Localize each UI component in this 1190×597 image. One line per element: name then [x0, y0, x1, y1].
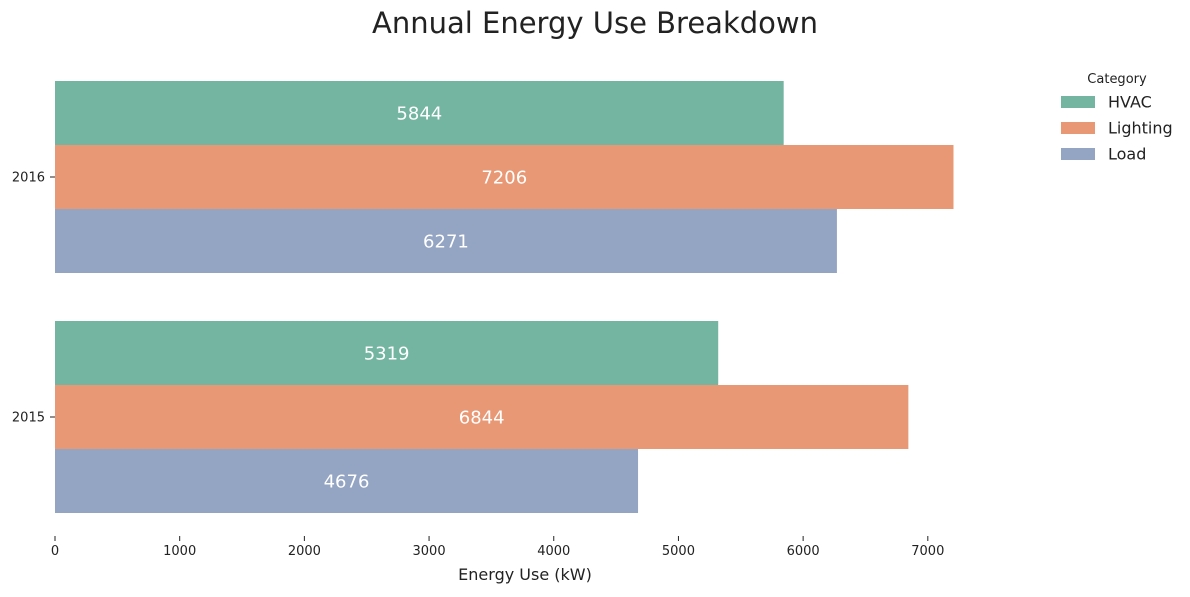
legend-swatch-lighting — [1061, 122, 1095, 134]
x-tick-label-5000: 5000 — [662, 544, 695, 559]
x-tick-label-1000: 1000 — [163, 544, 196, 559]
bar-hvac-2016 — [55, 81, 784, 145]
legend-label-load: Load — [1108, 145, 1146, 164]
y-axis: 2016 2015 — [12, 171, 55, 426]
value-label-lighting-2015: 6844 — [459, 408, 505, 429]
value-label-hvac-2015: 5319 — [364, 344, 410, 365]
x-tick-label-3000: 3000 — [413, 544, 446, 559]
legend: Category HVAC Lighting Load — [1061, 72, 1173, 164]
x-tick-label-2000: 2000 — [288, 544, 321, 559]
x-axis-label: Energy Use (kW) — [458, 565, 592, 584]
value-labels-layer: 5844 7206 6271 5319 6844 4676 — [324, 104, 528, 493]
bars-layer — [55, 81, 954, 513]
value-label-load-2015: 4676 — [324, 472, 370, 493]
bar-lighting-2015 — [55, 385, 909, 449]
legend-label-hvac: HVAC — [1108, 93, 1152, 112]
value-label-load-2016: 6271 — [423, 232, 469, 253]
bar-load-2016 — [55, 209, 837, 273]
x-tick-label-4000: 4000 — [537, 544, 570, 559]
bar-load-2015 — [55, 449, 639, 513]
x-tick-label-7000: 7000 — [911, 544, 944, 559]
y-tick-label-2016: 2016 — [12, 171, 45, 186]
legend-swatch-load — [1061, 148, 1095, 160]
x-tick-label-6000: 6000 — [787, 544, 820, 559]
chart-title: Annual Energy Use Breakdown — [372, 6, 818, 40]
legend-label-lighting: Lighting — [1108, 119, 1173, 138]
x-axis: 0 1000 2000 3000 4000 5000 6000 7000 — [51, 536, 944, 559]
value-label-lighting-2016: 7206 — [481, 168, 527, 189]
bar-hvac-2015 — [55, 321, 719, 385]
y-tick-label-2015: 2015 — [12, 411, 45, 426]
value-label-hvac-2016: 5844 — [396, 104, 442, 125]
bar-lighting-2016 — [55, 145, 954, 209]
legend-title: Category — [1087, 72, 1147, 87]
legend-swatch-hvac — [1061, 96, 1095, 108]
x-tick-label-0: 0 — [51, 544, 59, 559]
